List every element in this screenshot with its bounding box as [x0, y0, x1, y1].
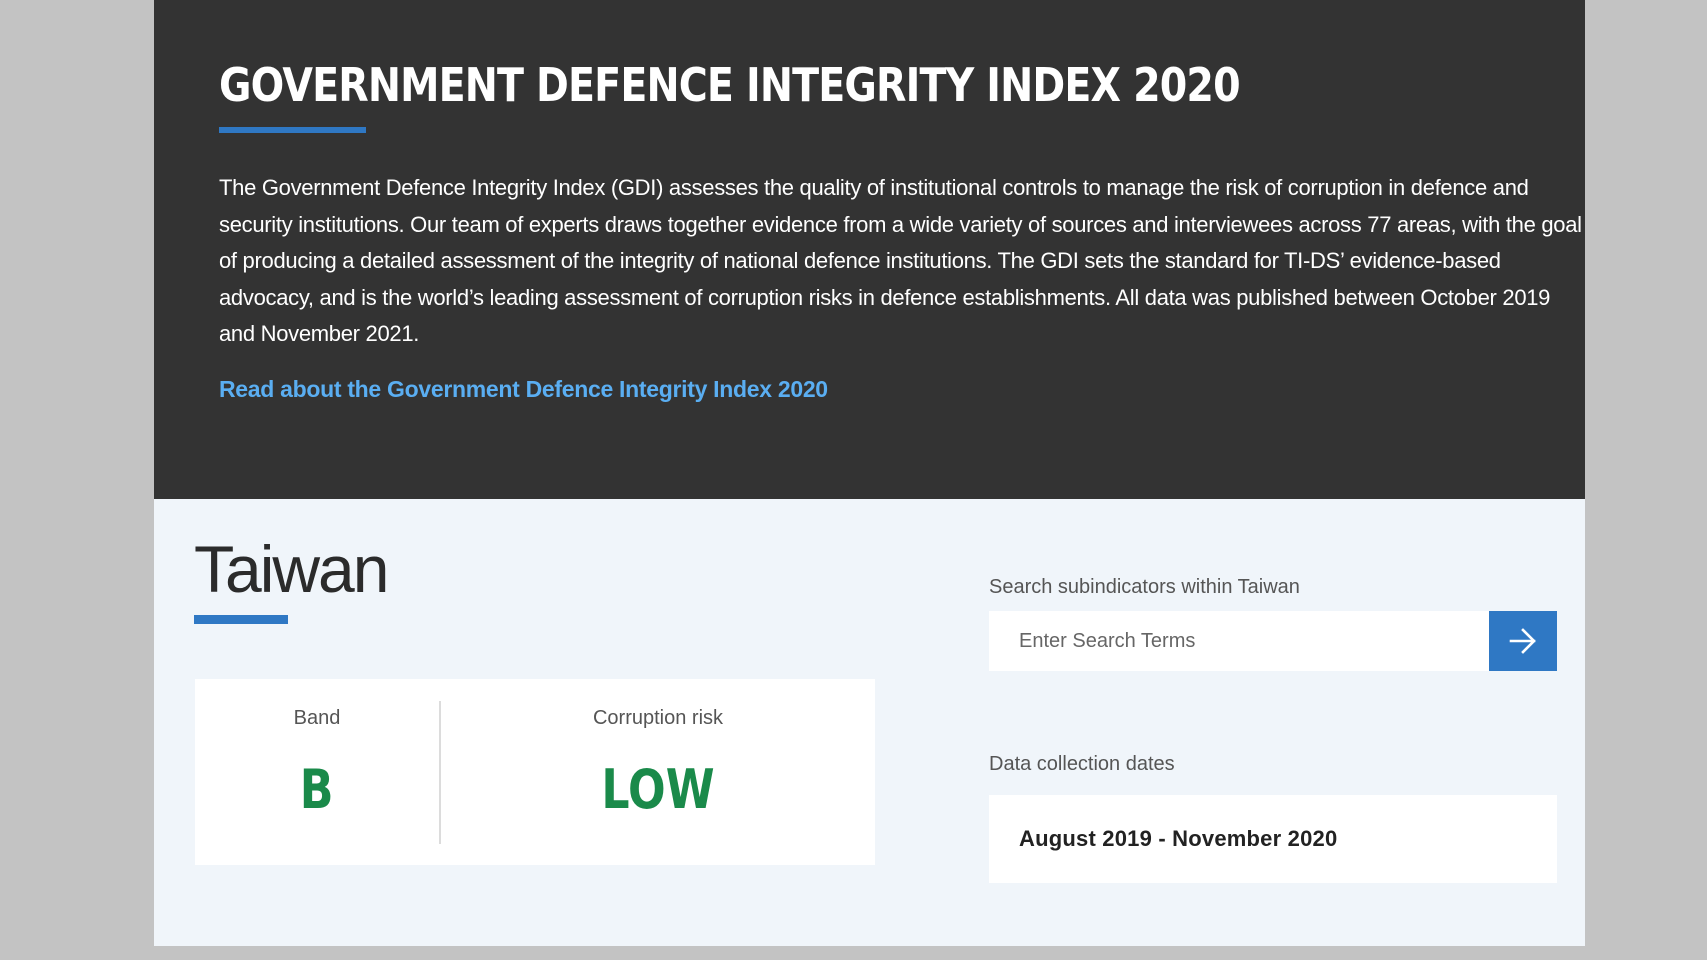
search-input[interactable]: [989, 611, 1489, 671]
corruption-risk-value: LOW: [441, 757, 875, 823]
country-underline: [194, 615, 288, 624]
search-label: Search subindicators within Taiwan: [989, 576, 1300, 598]
page: GOVERNMENT DEFENCE INTEGRITY INDEX 2020 …: [154, 0, 1585, 946]
data-collection-dates-box: August 2019 - November 2020: [989, 795, 1557, 883]
data-collection-dates-label: Data collection dates: [989, 753, 1175, 775]
hero-banner: GOVERNMENT DEFENCE INTEGRITY INDEX 2020 …: [154, 0, 1585, 499]
country-name: Taiwan: [194, 532, 389, 606]
band-column: Band B: [195, 679, 439, 865]
score-card: Band B Corruption risk LOW: [195, 679, 875, 865]
score-divider: [439, 701, 441, 844]
hero-description: The Government Defence Integrity Index (…: [219, 175, 1582, 346]
corruption-risk-value-text: LOW: [601, 758, 715, 821]
band-label: Band: [293, 707, 341, 729]
corruption-risk-column: Corruption risk LOW: [441, 679, 875, 865]
corruption-risk-label: Corruption risk: [592, 707, 724, 729]
read-about-gdi-link[interactable]: Read about the Government Defence Integr…: [219, 376, 828, 402]
title-underline: [219, 127, 366, 133]
page-title: GOVERNMENT DEFENCE INTEGRITY INDEX 2020: [219, 58, 1241, 112]
arrow-right-icon: [1509, 628, 1536, 654]
band-value: B: [195, 757, 439, 823]
band-value-text: B: [300, 758, 334, 821]
data-collection-dates-value: August 2019 - November 2020: [1019, 826, 1338, 851]
search-submit-button[interactable]: [1489, 611, 1557, 671]
